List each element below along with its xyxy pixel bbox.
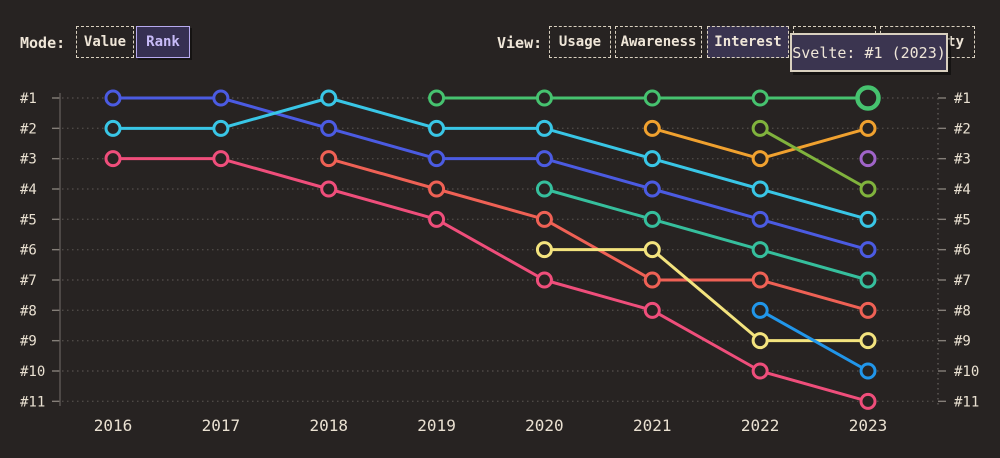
highlighted-data-point-green-2023[interactable] <box>855 85 881 111</box>
tooltip-text: Svelte: #1 (2023) <box>792 43 946 62</box>
data-point-sky-2022[interactable] <box>751 301 769 319</box>
mode-rank-button[interactable]: Rank <box>136 26 190 58</box>
data-point-salmon-2021[interactable] <box>643 271 661 289</box>
data-point-cyan-2022[interactable] <box>751 180 769 198</box>
series-line-salmon <box>327 157 870 312</box>
data-point-green-2021[interactable] <box>643 89 661 107</box>
rank-label-left: #11 <box>20 394 45 410</box>
rank-label-right: #2 <box>954 121 971 137</box>
data-point-cyan-2019[interactable] <box>428 119 446 137</box>
rank-label-right: #5 <box>954 212 971 228</box>
data-point-rose-2016[interactable] <box>104 150 122 168</box>
year-label: 2020 <box>525 416 564 435</box>
data-point-indigo-2022[interactable] <box>751 210 769 228</box>
data-point-cyan-2017[interactable] <box>212 119 230 137</box>
rank-label-left: #8 <box>20 303 37 319</box>
data-point-salmon-2018[interactable] <box>320 150 338 168</box>
data-point-orange-2022[interactable] <box>751 150 769 168</box>
data-point-cyan-2021[interactable] <box>643 150 661 168</box>
data-point-rose-2018[interactable] <box>320 180 338 198</box>
data-point-indigo-2021[interactable] <box>643 180 661 198</box>
series-line-indigo <box>111 96 870 252</box>
data-point-indigo-2019[interactable] <box>428 150 446 168</box>
rank-label-right: #4 <box>954 182 971 198</box>
data-point-rose-2022[interactable] <box>751 362 769 380</box>
data-point-sky-2023[interactable] <box>859 362 877 380</box>
data-point-rose-2021[interactable] <box>643 301 661 319</box>
rank-label-left: #10 <box>20 364 45 380</box>
data-point-teal-2022[interactable] <box>751 241 769 259</box>
data-point-orange-2021[interactable] <box>643 119 661 137</box>
data-point-purple-2023[interactable] <box>859 150 877 168</box>
mode-label: Mode: <box>20 34 66 52</box>
year-label: 2017 <box>202 416 241 435</box>
data-point-rose-2023[interactable] <box>859 392 877 410</box>
data-point-rose-2017[interactable] <box>212 150 230 168</box>
rank-label-right: #10 <box>954 364 979 380</box>
rank-label-left: #1 <box>20 91 37 107</box>
data-point-olive-2022[interactable] <box>751 119 769 137</box>
data-point-cyan-2020[interactable] <box>535 119 553 137</box>
mode-value-button[interactable]: Value <box>76 26 134 58</box>
series-line-teal <box>542 187 870 282</box>
data-point-indigo-2020[interactable] <box>535 150 553 168</box>
data-point-salmon-2020[interactable] <box>535 210 553 228</box>
rank-label-left: #3 <box>20 152 37 168</box>
data-point-olive-2023[interactable] <box>859 180 877 198</box>
data-point-indigo-2017[interactable] <box>212 89 230 107</box>
data-point-yellow-2020[interactable] <box>535 241 553 259</box>
data-point-yellow-2023[interactable] <box>859 332 877 350</box>
year-label: 2016 <box>94 416 133 435</box>
rank-label-left: #4 <box>20 182 37 198</box>
year-label: 2019 <box>417 416 456 435</box>
data-point-cyan-2018[interactable] <box>320 89 338 107</box>
rank-label-right: #7 <box>954 273 971 289</box>
rank-label-right: #1 <box>954 91 971 107</box>
data-point-cyan-2023[interactable] <box>859 210 877 228</box>
data-point-indigo-2016[interactable] <box>104 89 122 107</box>
series-line-cyan <box>111 96 870 221</box>
series-line-rose <box>111 157 870 403</box>
year-label: 2022 <box>741 416 780 435</box>
rank-label-right: #8 <box>954 303 971 319</box>
view-interest-button[interactable]: Interest <box>707 26 789 58</box>
rank-label-left: #5 <box>20 212 37 228</box>
data-point-salmon-2022[interactable] <box>751 271 769 289</box>
rank-label-left: #6 <box>20 243 37 259</box>
data-point-teal-2021[interactable] <box>643 210 661 228</box>
series-line-sky <box>758 308 870 373</box>
data-point-indigo-2023[interactable] <box>859 241 877 259</box>
data-point-rose-2020[interactable] <box>535 271 553 289</box>
data-point-green-2022[interactable] <box>751 89 769 107</box>
data-point-salmon-2023[interactable] <box>859 301 877 319</box>
year-label: 2021 <box>633 416 672 435</box>
rank-label-right: #11 <box>954 394 979 410</box>
data-point-green-2020[interactable] <box>535 89 553 107</box>
data-point-teal-2020[interactable] <box>535 180 553 198</box>
rank-label-left: #9 <box>20 334 37 350</box>
data-point-green-2019[interactable] <box>428 89 446 107</box>
view-usage-button[interactable]: Usage <box>549 26 611 58</box>
rank-label-left: #7 <box>20 273 37 289</box>
data-point-yellow-2022[interactable] <box>751 332 769 350</box>
year-label: 2023 <box>849 416 888 435</box>
rank-label-left: #2 <box>20 121 37 137</box>
series-line-olive <box>758 126 870 191</box>
data-point-yellow-2021[interactable] <box>643 241 661 259</box>
tooltip: Svelte: #1 (2023) <box>790 33 948 72</box>
rank-label-right: #3 <box>954 152 971 168</box>
view-label: View: <box>497 34 543 52</box>
data-point-rose-2019[interactable] <box>428 210 446 228</box>
view-awareness-button[interactable]: Awareness <box>615 26 702 58</box>
rank-label-right: #6 <box>954 243 971 259</box>
data-point-cyan-2016[interactable] <box>104 119 122 137</box>
data-point-orange-2023[interactable] <box>859 119 877 137</box>
rank-label-right: #9 <box>954 334 971 350</box>
year-label: 2018 <box>309 416 348 435</box>
data-point-salmon-2019[interactable] <box>428 180 446 198</box>
data-point-indigo-2018[interactable] <box>320 119 338 137</box>
data-point-teal-2023[interactable] <box>859 271 877 289</box>
